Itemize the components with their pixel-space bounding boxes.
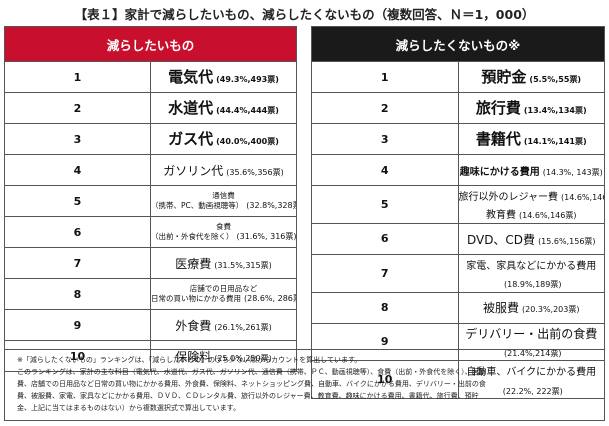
table-row: 8 店舗での日用品など 日常の買い物にかかる費用(28.6%, 286票) xyxy=(4,278,297,310)
table-row: 6 DVD、CD費 (15.6%,156票) xyxy=(311,222,605,255)
item-name: 旅行費 xyxy=(475,98,521,117)
rank-number: 6 xyxy=(311,222,459,255)
item-name: 通信費 xyxy=(212,190,235,200)
rank-number: 5 xyxy=(4,185,151,217)
item-name: 電気代 xyxy=(168,67,214,86)
table-row: 9 外食費 (26.1%,261票) xyxy=(4,309,297,341)
reduce-ranking-table: 減らしたいもの 1 電気代 (49.3%,493票) 2 水道代 (44.4%,44… xyxy=(4,26,297,372)
item-pct: (35.6%,356票) xyxy=(226,167,284,177)
item-pct: (31.5%,315票) xyxy=(214,260,272,270)
item-name: 被服費 xyxy=(483,301,520,316)
table-row: 6 食費 （出前・外食代を除く） (31.6%, 316票) xyxy=(4,216,297,248)
table-row: 5 通信費 （携帯、PC、動画視聴等）(32.8%,328票) xyxy=(4,185,297,217)
rank-number: 10 xyxy=(311,360,459,400)
rank-number: 7 xyxy=(311,253,459,293)
rank-number: 8 xyxy=(311,291,459,324)
footnote-line: 金、上記に当てはまるものはない）から複数選択式で算出しています。 xyxy=(17,404,240,412)
item-pct: (32.8%,328票) xyxy=(246,200,295,210)
rank-number: 3 xyxy=(4,123,151,155)
item-name: 家電、家具などにかかる費用 xyxy=(466,260,597,272)
rank-number: 8 xyxy=(4,278,151,310)
footnote-line: 費、被服費、家電、家具などにかかる費用、ＤＶＤ、ＣＤレンタル費、旅行以外のレジャ… xyxy=(17,392,479,400)
item-name: 店舗での日用品など xyxy=(189,283,258,293)
table-row: 2 水道代 (44.4%,444票) xyxy=(4,92,297,124)
item-pct: (25.0%,250票) xyxy=(214,353,272,363)
item-pct: (18.9%,189票) xyxy=(504,280,562,290)
rank-number: 2 xyxy=(4,92,151,124)
table-row: 9 デリバリー・出前の食費 (21.4%,214票) xyxy=(311,322,605,362)
item-pct: (21.4%,214票) xyxy=(504,348,562,358)
rank-number: 9 xyxy=(4,309,151,341)
rank-number: 5 xyxy=(311,185,459,224)
rank-number: 7 xyxy=(4,247,151,279)
item-pct: (14.1%,141票) xyxy=(523,136,587,146)
rank-number: 4 xyxy=(311,154,459,186)
table-row: 1 電気代 (49.3%,493票) xyxy=(4,61,297,93)
table-row: 10 自動車、バイクにかかる費用 (22.2%, 222票) xyxy=(311,360,605,400)
item-pct: (20.3%,203票) xyxy=(522,305,580,315)
table-row: 10 保険料 (25.0%,250票) xyxy=(4,340,297,372)
item-pct: (28.6%, 286票) xyxy=(244,293,296,303)
item-pct: (44.4%,444票) xyxy=(216,105,279,115)
item-pct: (14.6%,146票) xyxy=(561,193,604,202)
table-row: 3 ガス代 (40.0%,400票) xyxy=(4,123,297,155)
footnote-box: ※「減らしたくないもの」ランキングは、「減らしたいもの」のうち少ない順からカウン… xyxy=(4,349,605,421)
item-pct: (22.2%, 222票) xyxy=(502,386,563,396)
table-row: 3 書籍代 (14.1%,141票) xyxy=(311,123,605,155)
item-name: 保険料 xyxy=(175,349,212,364)
item-pct: (14.6%,146票) xyxy=(519,211,577,221)
table-row: 7 医療費 (31.5%,315票) xyxy=(4,247,297,279)
table-row: 4 趣味にかける費用 (14.3%, 143票) xyxy=(311,154,605,186)
rank-number: 1 xyxy=(4,61,151,93)
item-name: 旅行以外のレジャー費 xyxy=(458,192,558,203)
item-pct: (14.3%, 143票) xyxy=(542,167,603,177)
reduce-header: 減らしたいもの xyxy=(4,26,297,62)
rank-number: 9 xyxy=(311,322,459,362)
rank-number: 10 xyxy=(4,340,151,372)
item-name: ガソリン代 xyxy=(163,163,224,178)
footnote-line: ※「減らしたくないもの」ランキングは、「減らしたいもの」のうち少ない順からカウン… xyxy=(17,356,362,364)
table-row: 4 ガソリン代 (35.6%,356票) xyxy=(4,154,297,186)
keep-header: 減らしたくないもの※ xyxy=(311,26,605,62)
rank-number: 6 xyxy=(4,216,151,248)
item-pct: (15.6%,156票) xyxy=(538,236,596,246)
rank-number: 4 xyxy=(4,154,151,186)
item-detail: （出前・外食代を除く） xyxy=(151,231,234,241)
table-row: 5 旅行以外のレジャー費(14.6%,146票) 教育費(14.6%,146票) xyxy=(311,185,605,224)
item-name: 教育費 xyxy=(486,210,517,222)
item-name: 医療費 xyxy=(175,256,212,271)
item-name: DVD、CD費 xyxy=(466,232,536,247)
item-name: デリバリー・出前の食費 xyxy=(465,326,598,341)
item-name: 食費 xyxy=(216,221,231,231)
item-pct: (13.4%,134票) xyxy=(523,105,587,115)
item-detail: 日常の買い物にかかる費用 xyxy=(151,293,242,303)
item-pct: (31.6%, 316票) xyxy=(236,231,297,241)
item-pct: (5.5%,55票) xyxy=(529,74,582,84)
rank-number: 1 xyxy=(311,61,459,93)
footnote-line: このランキングは、家計の主な科目（電気代、水道代、ガス代、ガソリン代、通信費（携… xyxy=(17,368,486,376)
item-pct: (40.0%,400票) xyxy=(216,136,279,146)
item-name: 外食費 xyxy=(175,318,212,333)
table-row: 7 家電、家具などにかかる費用 (18.9%,189票) xyxy=(311,253,605,293)
table-row: 2 旅行費 (13.4%,134票) xyxy=(311,92,605,124)
item-detail: （携帯、PC、動画視聴等） xyxy=(151,200,244,210)
table-row: 8 被服費 (20.3%,203票) xyxy=(311,291,605,324)
item-name: 趣味にかける費用 xyxy=(459,166,540,178)
item-pct: (26.1%,261票) xyxy=(214,322,272,332)
item-name: 書籍代 xyxy=(475,129,521,148)
rank-number: 2 xyxy=(311,92,459,124)
rank-number: 3 xyxy=(311,123,459,155)
table-row: 1 預貯金 (5.5%,55票) xyxy=(311,61,605,93)
item-name: 水道代 xyxy=(168,98,214,117)
keep-ranking-table: 減らしたくないもの※ 1 預貯金 (5.5%,55票) 2 旅行費 (13.4%,1… xyxy=(311,26,605,400)
item-name: 預貯金 xyxy=(481,67,527,86)
item-pct: (49.3%,493票) xyxy=(216,74,279,84)
footnote-line: 費、店舗での日用品など日常の買い物にかかる費用、外食費、保険料、ネットショッピン… xyxy=(17,380,486,388)
item-name: 自動車、バイクにかかる費用 xyxy=(466,367,597,379)
item-name: ガス代 xyxy=(168,129,214,148)
table-title: 【表１】家計で減らしたいもの、減らしたくないもの（複数回答、Ｎ＝1，000） xyxy=(74,7,535,22)
